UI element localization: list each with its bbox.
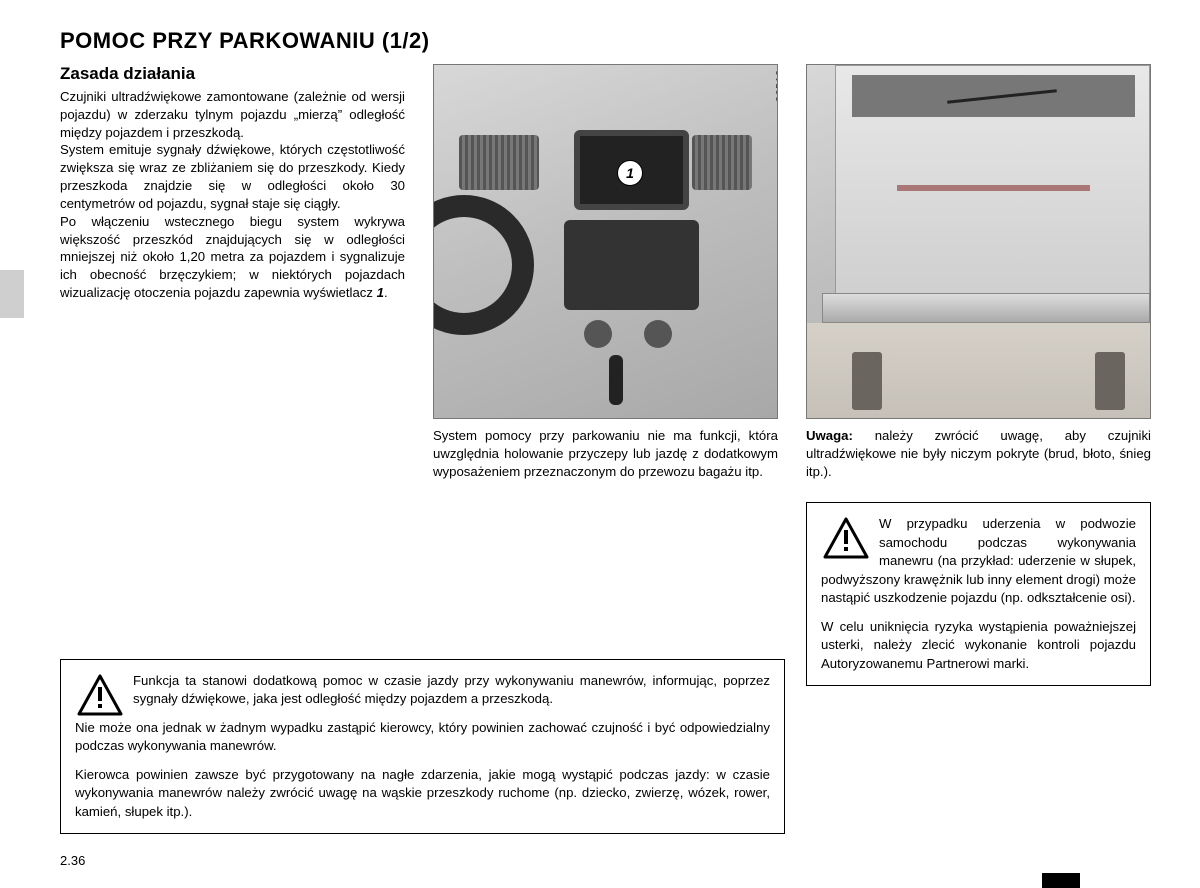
page-number: 2.36 <box>60 853 85 868</box>
van-bumper <box>822 293 1150 323</box>
column-1: Zasada działania Czujniki ultradźwiękowe… <box>60 64 405 686</box>
subheading: Zasada działania <box>60 64 405 84</box>
warn-wide-p2: Nie może ona jednak w żadnym wypadku zas… <box>75 719 770 756</box>
warn-narrow-p2: W celu uniknięcia ryzyka wystąpienia po­… <box>821 618 1136 673</box>
column-2: 36519 1 System pomocy przy parkowaniu ni… <box>433 64 778 686</box>
obstacle-post <box>1095 352 1125 410</box>
ref-number: 1 <box>377 285 384 300</box>
van-handle <box>897 185 1090 191</box>
warning-box-impact: W przypadku uderzenia w pod­wozie samoch… <box>806 502 1151 686</box>
callout-marker-1: 1 <box>617 160 643 186</box>
warn-wide-p1: Funkcja ta stanowi dodatkową pomoc w cza… <box>75 672 770 709</box>
dashboard-vent-left <box>459 135 539 190</box>
warn-wide-p3: Kierowca powinien zawsze być przygotowan… <box>75 766 770 821</box>
para3a: Po włączeniu wstecznego biegu system wyk… <box>60 214 405 300</box>
warning-box-driver: Funkcja ta stanowi dodatkową pomoc w cza… <box>60 659 785 834</box>
steering-wheel <box>433 195 534 335</box>
column-3: 36541 Uwaga: należy zwrócić uwagę, aby c… <box>806 64 1151 686</box>
gear-shift <box>609 355 623 405</box>
section-tab <box>0 270 24 318</box>
para3b: . <box>384 285 388 300</box>
image-code-1: 36519 <box>775 69 778 102</box>
body-text-1: Czujniki ultradźwiękowe zamontowane (za­… <box>60 88 405 302</box>
para2: System emituje sygnały dźwiękowe, któryc… <box>60 142 405 210</box>
obstacle-post <box>852 352 882 410</box>
content-columns: Zasada działania Czujniki ultradźwiękowe… <box>60 64 1150 686</box>
dashboard-knob <box>644 320 672 348</box>
dashboard-console <box>564 220 699 310</box>
caption-dashboard: System pomocy przy parkowaniu nie ma fun… <box>433 427 778 480</box>
warning-triangle-icon <box>77 674 123 716</box>
caption-rest: należy zwrócić uwagę, aby czuj­niki ultr… <box>806 428 1151 479</box>
caption-bold: Uwaga: <box>806 428 853 443</box>
caption-van: Uwaga: należy zwrócić uwagę, aby czuj­ni… <box>806 427 1151 480</box>
figure-van-rear: 36541 <box>806 64 1151 419</box>
footer-mark <box>1042 873 1080 888</box>
dashboard-knob <box>584 320 612 348</box>
para1: Czujniki ultradźwiękowe zamontowane (za­… <box>60 89 405 140</box>
figure-dashboard: 36519 1 <box>433 64 778 419</box>
page-title: POMOC PRZY PARKOWANIU (1/2) <box>60 28 1150 54</box>
warning-triangle-icon <box>823 517 869 559</box>
title-main: POMOC PRZY PARKOWANIU <box>60 28 382 53</box>
dashboard-vent-right <box>692 135 752 190</box>
title-part: (1/2) <box>382 28 430 53</box>
